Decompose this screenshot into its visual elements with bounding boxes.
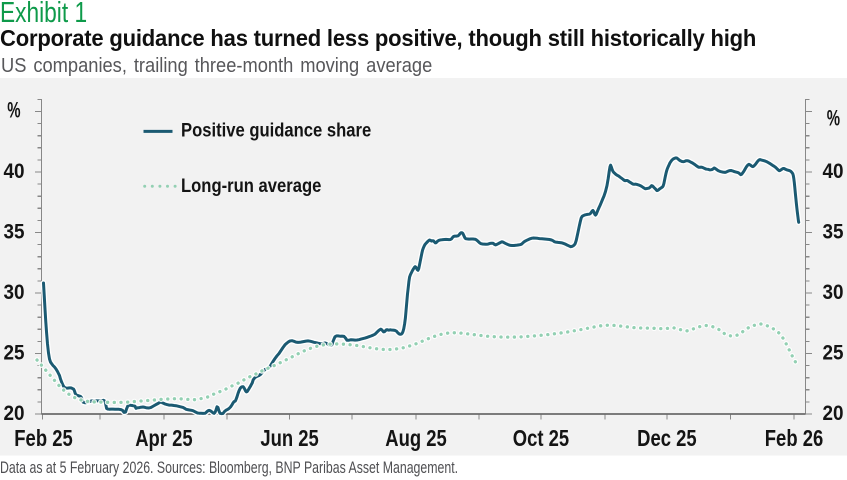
svg-text:Positive guidance share: Positive guidance share: [181, 120, 371, 141]
svg-text:Feb 25: Feb 25: [14, 426, 73, 452]
svg-text:20: 20: [823, 402, 844, 425]
svg-text:40: 40: [3, 160, 24, 183]
svg-text:Jun 25: Jun 25: [260, 426, 319, 452]
svg-text:%: %: [827, 105, 841, 130]
svg-text:Apr 25: Apr 25: [135, 426, 193, 452]
svg-text:Oct 25: Oct 25: [513, 426, 570, 452]
svg-text:Long-run average: Long-run average: [181, 175, 321, 196]
svg-text:%: %: [7, 98, 21, 123]
svg-text:25: 25: [823, 341, 844, 364]
svg-text:25: 25: [3, 341, 24, 364]
svg-text:Aug 25: Aug 25: [385, 426, 447, 452]
svg-text:Feb 26: Feb 26: [765, 426, 823, 452]
svg-text:20: 20: [3, 402, 24, 425]
svg-text:40: 40: [823, 160, 844, 183]
svg-text:Dec 25: Dec 25: [637, 426, 697, 452]
svg-text:35: 35: [3, 220, 24, 243]
svg-text:35: 35: [823, 220, 844, 243]
svg-text:30: 30: [823, 281, 844, 304]
svg-text:30: 30: [3, 281, 24, 304]
